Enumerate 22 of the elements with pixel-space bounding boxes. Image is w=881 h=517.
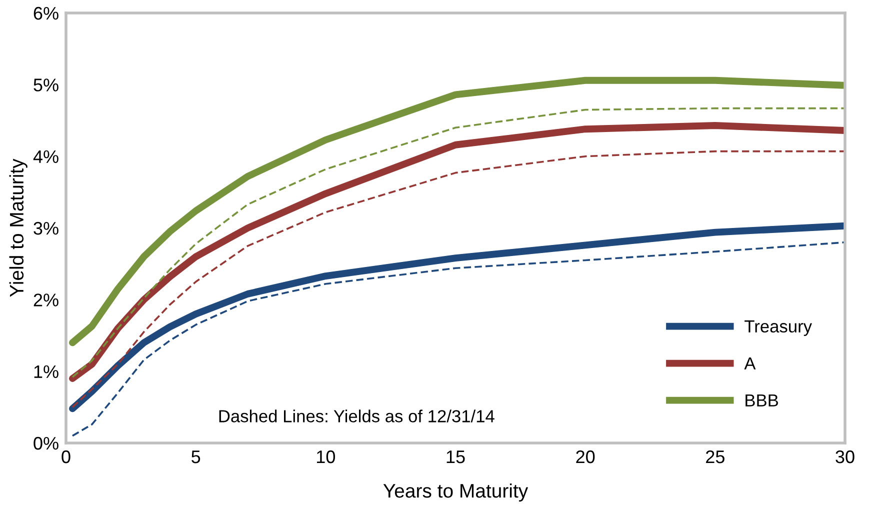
y-tick-label: 0% xyxy=(34,436,58,450)
line-series xyxy=(72,241,845,437)
annotation: Dashed Lines: Yields as of 12/31/14 xyxy=(219,410,494,422)
x-axis-title: Years to Maturity xyxy=(383,483,528,502)
x-tick-label: 30 xyxy=(836,450,854,464)
x-tick-label: 10 xyxy=(317,450,336,464)
y-tick-label: 6% xyxy=(34,6,58,20)
y-tick-label: 5% xyxy=(34,78,58,92)
x-tick-label: 15 xyxy=(446,450,465,464)
legend-label: Treasury xyxy=(744,320,812,336)
y-tick-label: 2% xyxy=(34,294,58,306)
legend-label: BBB xyxy=(746,394,778,406)
y-axis-title: Yield to Maturity xyxy=(9,158,28,297)
x-tick-label: 25 xyxy=(706,450,724,464)
y-tick-label: 3% xyxy=(34,222,58,235)
line-series xyxy=(72,150,845,408)
y-tick-label: 4% xyxy=(33,150,58,163)
x-tick-label: 20 xyxy=(576,450,595,464)
x-tick-label: 5 xyxy=(192,450,200,464)
y-tick-label: 1% xyxy=(34,365,58,378)
x-tick-label: 0 xyxy=(62,450,70,464)
legend-label: A xyxy=(744,357,756,370)
